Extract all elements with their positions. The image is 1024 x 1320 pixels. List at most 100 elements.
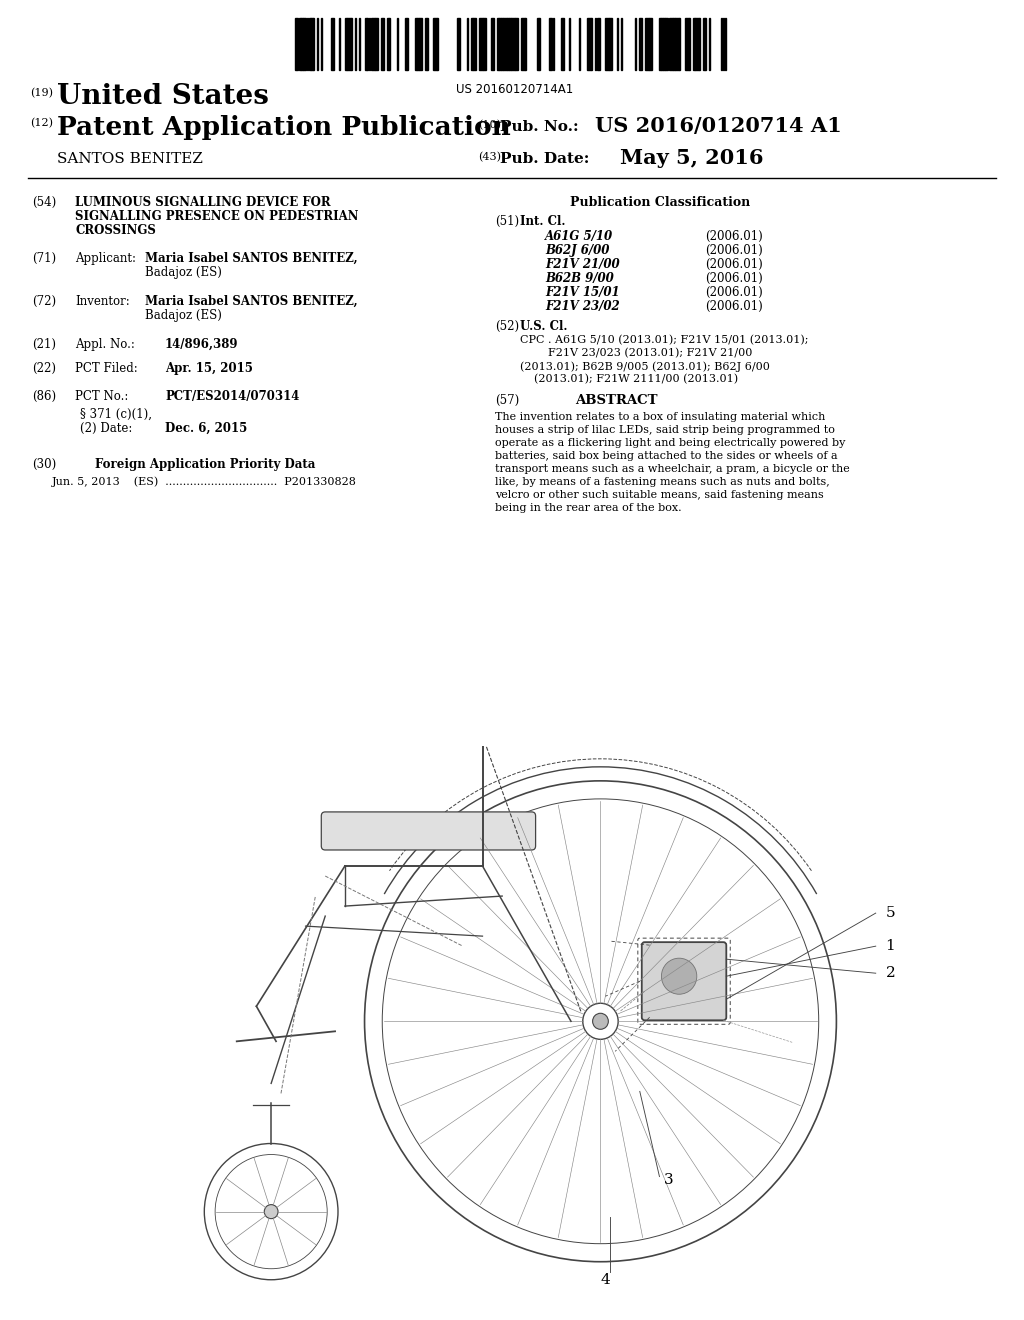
Text: F21V 23/02: F21V 23/02 — [545, 300, 620, 313]
Text: ABSTRACT: ABSTRACT — [575, 393, 657, 407]
Text: velcro or other such suitable means, said fastening means: velcro or other such suitable means, sai… — [495, 490, 823, 500]
Bar — [537, 18, 539, 70]
Bar — [693, 18, 695, 70]
Text: Maria Isabel SANTOS BENITEZ,: Maria Isabel SANTOS BENITEZ, — [145, 252, 357, 265]
Text: (86): (86) — [32, 389, 56, 403]
Bar — [345, 18, 347, 70]
Text: LUMINOUS SIGNALLING DEVICE FOR: LUMINOUS SIGNALLING DEVICE FOR — [75, 195, 331, 209]
Text: (2006.01): (2006.01) — [705, 272, 763, 285]
Text: (43): (43) — [478, 152, 501, 162]
Bar — [387, 18, 389, 70]
Bar — [425, 18, 427, 70]
Text: Apr. 15, 2015: Apr. 15, 2015 — [165, 362, 253, 375]
Bar — [406, 18, 407, 70]
Text: 5: 5 — [886, 906, 895, 920]
Bar — [299, 18, 301, 70]
Bar — [685, 18, 689, 70]
Text: 2: 2 — [886, 966, 895, 981]
Text: Foreign Application Priority Data: Foreign Application Priority Data — [95, 458, 315, 471]
Bar — [605, 18, 609, 70]
Text: 1: 1 — [886, 939, 895, 953]
Text: houses a strip of lilac LEDs, said strip being programmed to: houses a strip of lilac LEDs, said strip… — [495, 425, 835, 436]
Text: (22): (22) — [32, 362, 56, 375]
Text: operate as a flickering light and being electrically powered by: operate as a flickering light and being … — [495, 438, 846, 447]
Text: PCT Filed:: PCT Filed: — [75, 362, 138, 375]
FancyBboxPatch shape — [642, 942, 726, 1020]
Text: B62J 6/00: B62J 6/00 — [545, 244, 609, 257]
Bar — [703, 18, 705, 70]
Text: (52): (52) — [495, 319, 519, 333]
Bar — [479, 18, 483, 70]
Bar — [295, 18, 298, 70]
Text: A61G 5/10: A61G 5/10 — [545, 230, 613, 243]
Bar — [301, 18, 303, 70]
Text: (12): (12) — [30, 117, 53, 128]
Bar — [303, 18, 306, 70]
Text: PCT/ES2014/070314: PCT/ES2014/070314 — [165, 389, 299, 403]
Bar — [597, 18, 600, 70]
Text: batteries, said box being attached to the sides or wheels of a: batteries, said box being attached to th… — [495, 451, 838, 461]
Text: Patent Application Publication: Patent Application Publication — [57, 115, 511, 140]
Bar — [371, 18, 375, 70]
Bar — [499, 18, 501, 70]
Text: SANTOS BENITEZ: SANTOS BENITEZ — [57, 152, 203, 166]
Bar — [490, 18, 494, 70]
Bar — [669, 18, 673, 70]
Bar — [609, 18, 612, 70]
Bar — [457, 18, 460, 70]
Text: May 5, 2016: May 5, 2016 — [620, 148, 764, 168]
Bar — [659, 18, 662, 70]
Bar — [561, 18, 564, 70]
Text: Badajoz (ES): Badajoz (ES) — [145, 309, 222, 322]
Text: B62B 9/00: B62B 9/00 — [545, 272, 613, 285]
Bar — [309, 18, 311, 70]
Text: PCT No.:: PCT No.: — [75, 389, 128, 403]
Bar — [515, 18, 518, 70]
Text: 14/896,389: 14/896,389 — [165, 338, 239, 351]
Text: (2) Date:: (2) Date: — [80, 422, 132, 436]
Text: Badajoz (ES): Badajoz (ES) — [145, 267, 222, 279]
Bar — [331, 18, 334, 70]
Bar — [471, 18, 473, 70]
Circle shape — [264, 1205, 279, 1218]
Text: Dec. 6, 2015: Dec. 6, 2015 — [165, 422, 247, 436]
Text: Maria Isabel SANTOS BENITEZ,: Maria Isabel SANTOS BENITEZ, — [145, 294, 357, 308]
Text: 4: 4 — [600, 1272, 610, 1287]
Bar — [509, 18, 511, 70]
Text: (54): (54) — [32, 195, 56, 209]
Bar — [639, 18, 642, 70]
Bar — [649, 18, 652, 70]
Bar — [417, 18, 419, 70]
FancyBboxPatch shape — [322, 812, 536, 850]
Bar — [381, 18, 384, 70]
Bar — [673, 18, 675, 70]
Text: (71): (71) — [32, 252, 56, 265]
Bar — [433, 18, 437, 70]
Bar — [645, 18, 649, 70]
Text: Publication Classification: Publication Classification — [570, 195, 751, 209]
Text: like, by means of a fastening means such as nuts and bolts,: like, by means of a fastening means such… — [495, 477, 829, 487]
Bar — [511, 18, 515, 70]
Text: (51): (51) — [495, 215, 519, 228]
Text: 3: 3 — [665, 1172, 674, 1187]
Bar — [507, 18, 509, 70]
Text: Pub. No.:: Pub. No.: — [500, 120, 579, 135]
Text: US 2016/0120714 A1: US 2016/0120714 A1 — [595, 116, 842, 136]
Text: U.S. Cl.: U.S. Cl. — [520, 319, 567, 333]
Bar — [521, 18, 525, 70]
Text: (72): (72) — [32, 294, 56, 308]
Text: CROSSINGS: CROSSINGS — [75, 224, 156, 238]
Circle shape — [593, 1014, 608, 1030]
Bar — [503, 18, 507, 70]
Bar — [375, 18, 378, 70]
Bar — [415, 18, 417, 70]
Bar — [662, 18, 663, 70]
Bar — [663, 18, 665, 70]
Text: (2006.01): (2006.01) — [705, 244, 763, 257]
Text: The invention relates to a box of insulating material which: The invention relates to a box of insula… — [495, 412, 825, 422]
Text: F21V 23/023 (2013.01); F21V 21/00: F21V 23/023 (2013.01); F21V 21/00 — [520, 348, 753, 358]
Circle shape — [662, 958, 696, 994]
Text: § 371 (c)(1),: § 371 (c)(1), — [80, 408, 152, 421]
Text: (19): (19) — [30, 88, 53, 98]
Text: (10): (10) — [478, 120, 501, 131]
